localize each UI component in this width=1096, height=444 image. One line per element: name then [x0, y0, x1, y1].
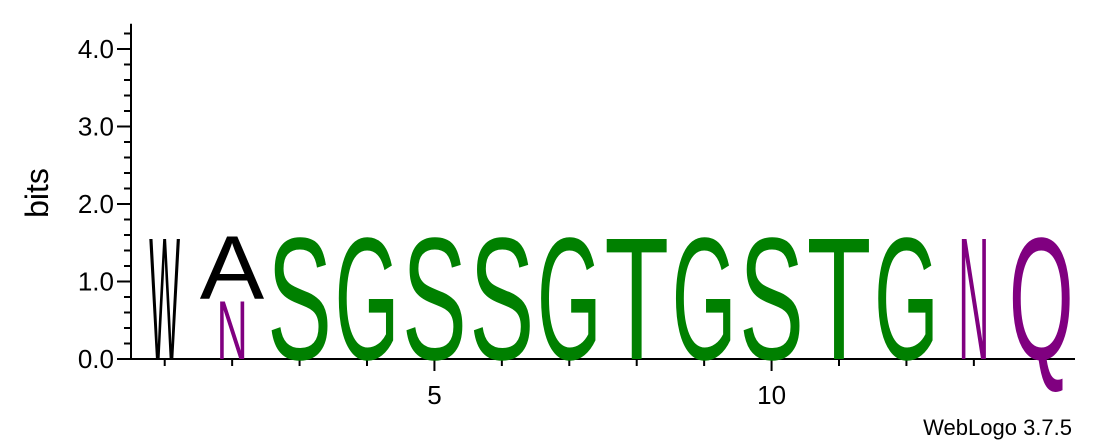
y-tick-label: 0.0 — [78, 344, 114, 374]
y-axis: 0.0 1.0 2.0 3.0 4.0 — [78, 23, 132, 374]
logo-letter-G: G — [874, 201, 939, 396]
logo-stacks: W NA S G S S G T G S T G N Q — [149, 201, 1073, 397]
x-tick-label: 10 — [757, 380, 786, 410]
logo-letter-G: G — [537, 201, 602, 396]
logo-letter-S: S — [469, 201, 534, 396]
logo-letter-T: T — [807, 201, 872, 397]
y-tick-label: 4.0 — [78, 34, 114, 64]
y-tick-label: 1.0 — [78, 267, 114, 297]
logo-letter-S: S — [267, 201, 332, 396]
x-tick-label: 5 — [427, 380, 441, 410]
logo-letter-A: A — [200, 216, 265, 317]
x-axis: 5 10 — [131, 358, 1075, 410]
logo-letter-G: G — [335, 201, 400, 396]
weblogo-credit: WebLogo 3.7.5 — [923, 415, 1072, 440]
logo-letter-N: N — [217, 285, 248, 378]
y-tick-label: 3.0 — [78, 112, 114, 142]
logo-letter-S: S — [739, 201, 804, 396]
y-axis-label: bits — [19, 168, 55, 218]
logo-letter-G: G — [672, 201, 737, 396]
logo-letter-N: N — [958, 201, 989, 396]
y-tick-label: 2.0 — [78, 189, 114, 219]
logo-letter-Q: Q — [1009, 201, 1074, 396]
logo-letter-T: T — [604, 201, 669, 397]
logo-letter-S: S — [402, 201, 467, 396]
logo-letter-W: W — [149, 201, 180, 397]
